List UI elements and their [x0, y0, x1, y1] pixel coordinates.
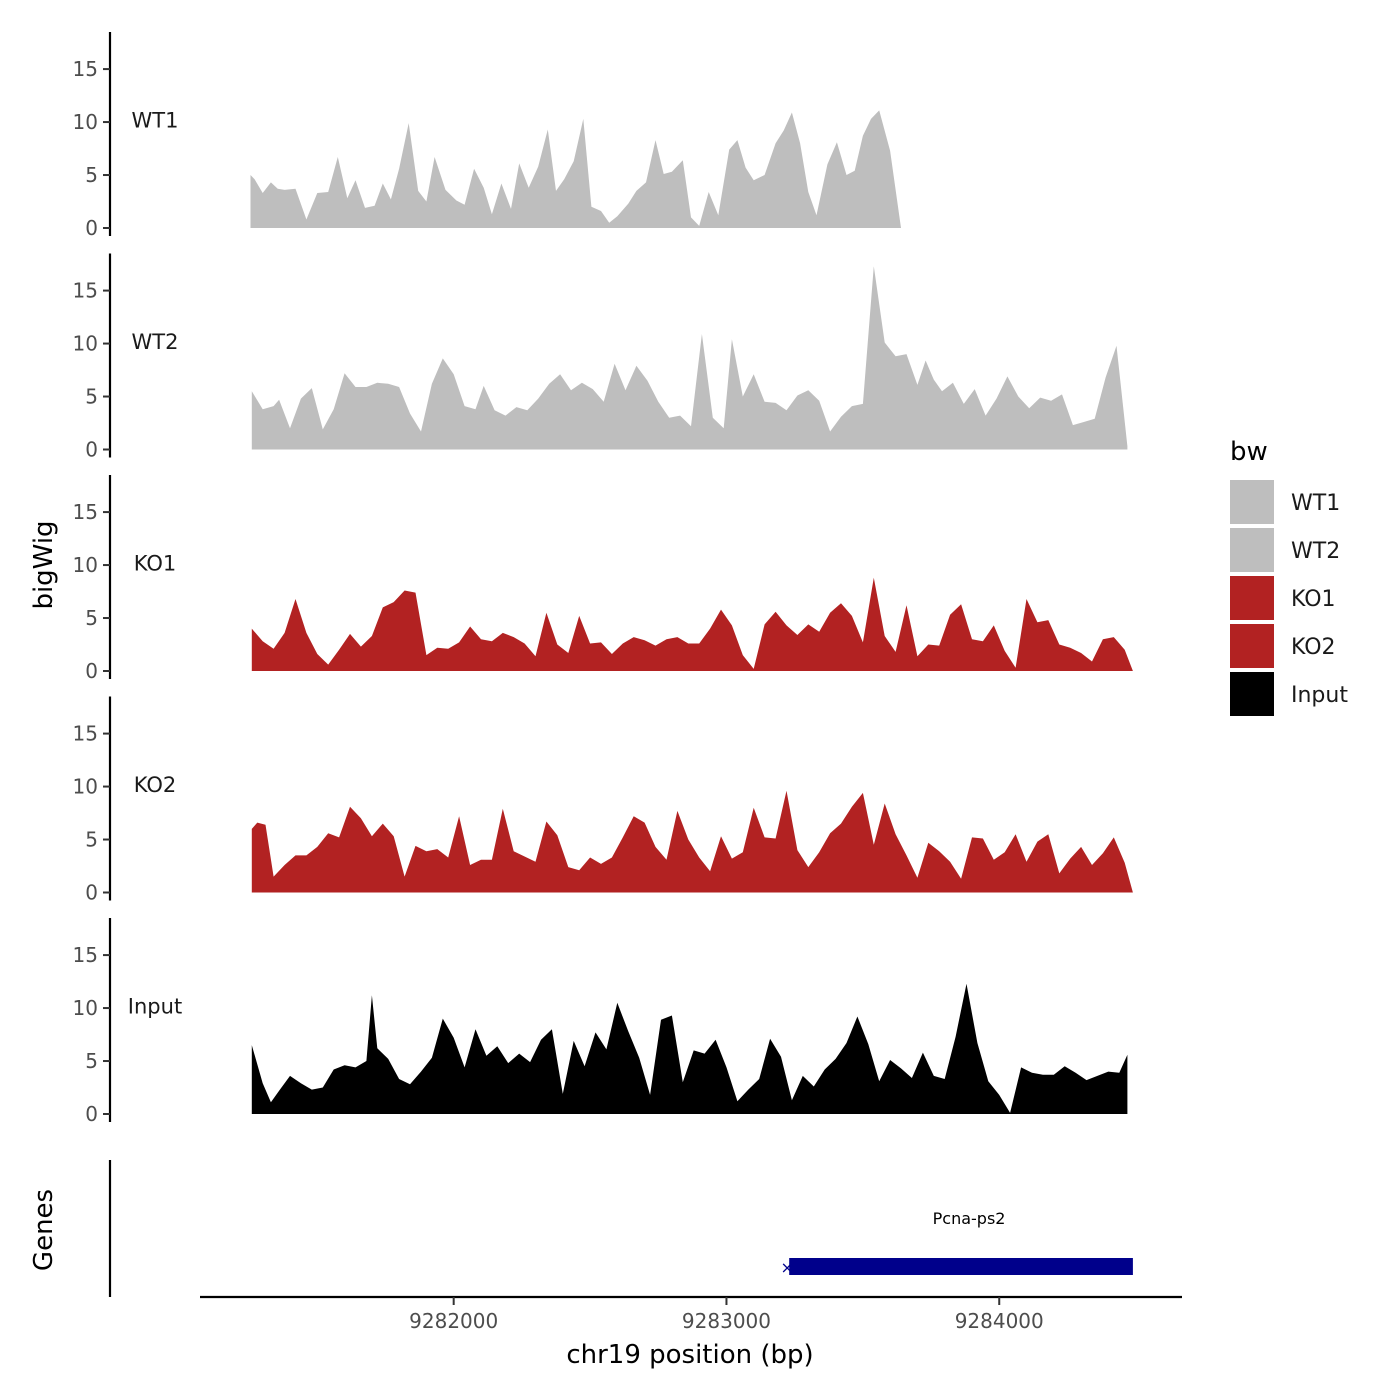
y-tick-label: 10 [73, 775, 98, 799]
area-wt2 [251, 266, 1128, 450]
legend-title: bw [1230, 437, 1268, 467]
legend-swatch-input [1230, 672, 1274, 716]
legend-label-input: Input [1291, 683, 1348, 708]
y-tick-label: 15 [73, 722, 98, 746]
gene-strand-marker: × [780, 1258, 793, 1277]
y-tick-label: 0 [85, 881, 98, 905]
track-label-input: Input [128, 994, 182, 1018]
legend-label-wt1: WT1 [1291, 491, 1340, 516]
y-tick-label: 10 [73, 996, 98, 1020]
y-tick-label: 0 [85, 438, 98, 462]
legend-swatch-ko2 [1230, 624, 1274, 668]
legend-label-wt2: WT2 [1291, 539, 1340, 564]
track-wt1: 0 5 10 15 WT1 [73, 32, 1128, 240]
y-tick-label: 5 [85, 1049, 98, 1073]
track-wt2: 0 5 10 15 WT2 [73, 253, 1128, 462]
genes-axis-title: Genes [29, 1189, 59, 1271]
gene-label: Pcna-ps2 [933, 1209, 1006, 1228]
x-tick-label: 9284000 [955, 1309, 1044, 1333]
legend-swatch-ko1 [1230, 576, 1274, 620]
x-axis-title: chr19 position (bp) [566, 1340, 813, 1370]
tracks-layer: 0 5 10 15 WT1 0 5 10 15 WT2 0 5 10 15 KO1 0 5 10 15 KO2 0 5 10… [73, 32, 1133, 1126]
genes-panel: × Pcna-ps2 [108, 1160, 1133, 1297]
y-tick-label: 15 [73, 57, 98, 81]
y-tick-label: 5 [85, 828, 98, 852]
track-label-ko2: KO2 [134, 773, 177, 797]
track-ko2: 0 5 10 15 KO2 [73, 696, 1133, 905]
legend-entries: WT1 WT2 KO1 KO2 Input [1230, 480, 1348, 716]
area-input [251, 983, 1128, 1114]
legend-label-ko1: KO1 [1291, 587, 1336, 612]
y-axis-title: bigWig [29, 520, 59, 609]
y-tick-label: 15 [73, 943, 98, 967]
x-tick-label: 9282000 [409, 1309, 498, 1333]
y-tick-label: 15 [73, 279, 98, 303]
track-label-wt1: WT1 [132, 108, 179, 132]
legend-swatch-wt2 [1230, 528, 1274, 572]
y-tick-label: 15 [73, 500, 98, 524]
track-input: 0 5 10 15 Input [73, 918, 1128, 1126]
track-label-wt2: WT2 [132, 330, 179, 354]
area-wt1 [250, 110, 1128, 228]
y-tick-label: 0 [85, 216, 98, 240]
area-ko2 [251, 790, 1133, 893]
x-axis: 9282000 9283000 9284000 [200, 1295, 1182, 1333]
x-tick-label: 9283000 [682, 1309, 771, 1333]
y-tick-label: 10 [73, 553, 98, 577]
gene-body [789, 1258, 1133, 1275]
y-tick-label: 5 [85, 606, 98, 630]
area-ko1 [251, 577, 1133, 671]
track-ko1: 0 5 10 15 KO1 [73, 475, 1133, 683]
y-tick-label: 10 [73, 332, 98, 356]
y-tick-label: 0 [85, 1102, 98, 1126]
y-tick-label: 5 [85, 385, 98, 409]
y-tick-label: 5 [85, 163, 98, 187]
track-label-ko1: KO1 [134, 551, 177, 575]
legend-label-ko2: KO2 [1291, 635, 1336, 660]
y-tick-label: 0 [85, 659, 98, 683]
y-tick-label: 10 [73, 110, 98, 134]
legend-swatch-wt1 [1230, 480, 1274, 524]
legend: bw WT1 WT2 KO1 KO2 Input [1230, 437, 1348, 716]
